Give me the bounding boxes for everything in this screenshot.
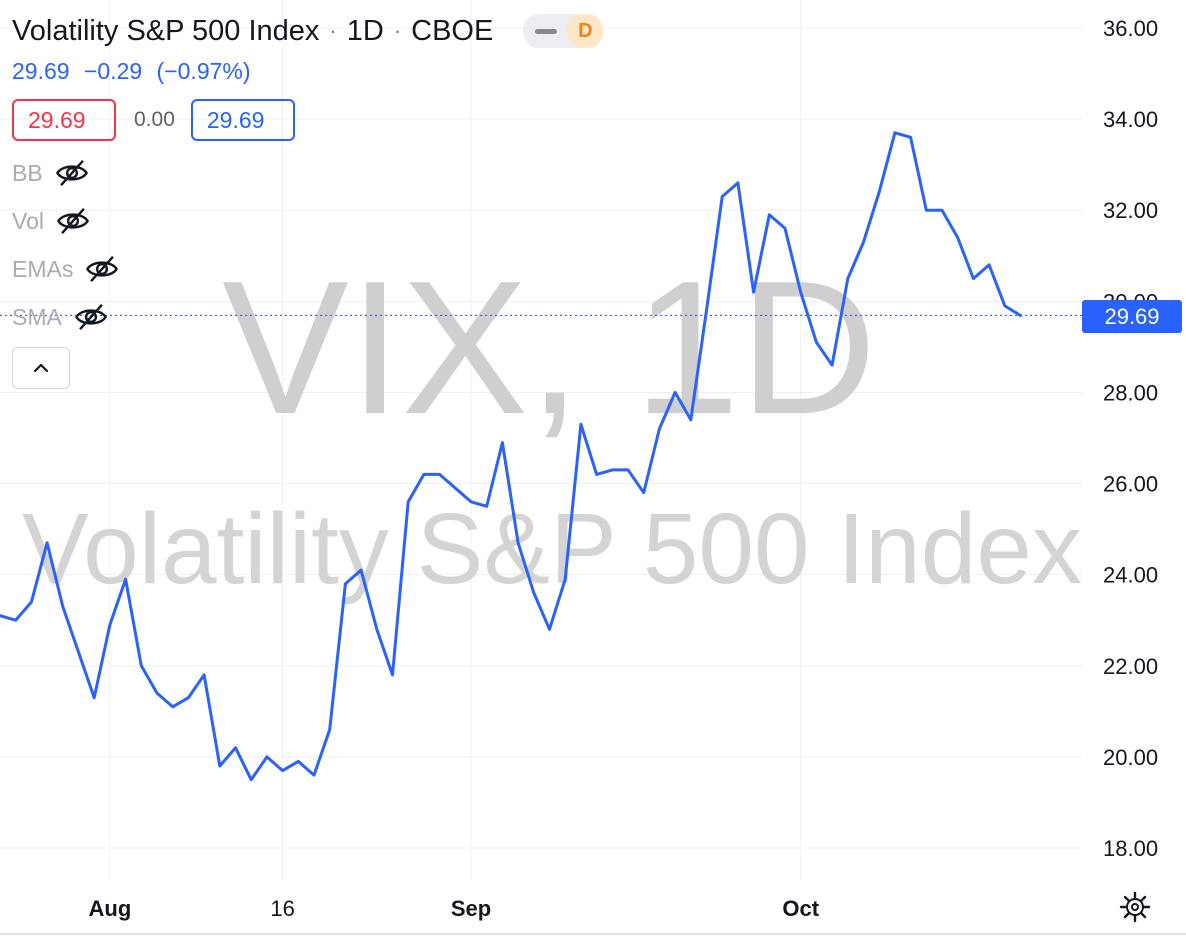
indicator-label: BB	[12, 159, 43, 186]
eye-off-icon[interactable]	[55, 156, 89, 190]
y-tick-label: 34.00	[1103, 107, 1158, 132]
status-pill[interactable]: D	[523, 14, 604, 48]
indicator-label: Vol	[12, 207, 44, 234]
indicator-vol[interactable]: Vol	[12, 197, 603, 245]
x-axis[interactable]: Aug 16 Sep Oct	[89, 896, 820, 921]
eye-off-icon[interactable]	[74, 300, 108, 334]
price-change: −0.29	[83, 58, 143, 84]
eye-off-icon[interactable]	[85, 252, 119, 286]
y-tick-label: 24.00	[1103, 563, 1158, 588]
y-tick-label: 20.00	[1103, 745, 1158, 770]
y-tick-label: 32.00	[1103, 198, 1158, 223]
last-price-label: 29.69	[1082, 300, 1182, 333]
exchange-label: CBOE	[411, 14, 494, 47]
watermark-name: Volatility S&P 500 Index	[22, 493, 1082, 605]
watermark-symbol: VIX, 1D	[222, 242, 877, 454]
collapse-legend-button[interactable]	[12, 347, 70, 389]
x-tick-label: Aug	[89, 896, 132, 921]
indicator-label: SMA	[12, 303, 62, 330]
interval-badge: D	[567, 14, 604, 48]
bid-ask-row: 29.69 0.00 29.69	[12, 99, 603, 141]
x-tick-label: 16	[270, 896, 294, 921]
price-change-percent: (−0.97%)	[156, 58, 251, 84]
sell-price-box[interactable]: 29.69	[12, 99, 116, 141]
indicator-sma[interactable]: SMA	[12, 293, 603, 341]
market-status-dash-icon	[535, 28, 558, 34]
spread-value: 0.00	[134, 108, 175, 131]
y-tick-label: 36.00	[1103, 16, 1158, 41]
series-line	[0, 131, 1022, 782]
x-tick-label: Oct	[782, 896, 819, 921]
separator-dot: ·	[329, 18, 337, 43]
symbol-name[interactable]: Volatility S&P 500 Index	[12, 14, 320, 47]
indicator-label: EMAs	[12, 255, 74, 282]
legend: Volatility S&P 500 Index · 1D · CBOE D 2…	[12, 14, 604, 389]
symbol-title-row[interactable]: Volatility S&P 500 Index · 1D · CBOE D	[12, 14, 604, 48]
watermark: VIX, 1D Volatility S&P 500 Index	[22, 242, 1082, 605]
chevron-up-icon	[33, 363, 49, 373]
y-tick-label: 28.00	[1103, 380, 1158, 405]
last-price: 29.69	[12, 58, 70, 84]
interval-label[interactable]: 1D	[346, 14, 384, 47]
gear-icon[interactable]	[1118, 890, 1152, 924]
buy-price-box[interactable]: 29.69	[190, 99, 295, 141]
change-row: 29.69 −0.29 (−0.97%)	[12, 58, 603, 85]
y-tick-label: 22.00	[1103, 654, 1158, 679]
grid	[0, 0, 1082, 880]
separator-dot: ·	[393, 18, 402, 43]
eye-off-icon[interactable]	[56, 204, 90, 238]
y-tick-label: 18.00	[1103, 836, 1158, 861]
x-tick-label: Sep	[451, 896, 491, 921]
indicator-bb[interactable]: BB	[12, 149, 603, 197]
y-axis[interactable]: 18.0020.0022.0024.0026.0028.0030.0032.00…	[1103, 16, 1158, 861]
y-tick-label: 26.00	[1103, 472, 1158, 497]
indicator-emas[interactable]: EMAs	[12, 245, 603, 293]
